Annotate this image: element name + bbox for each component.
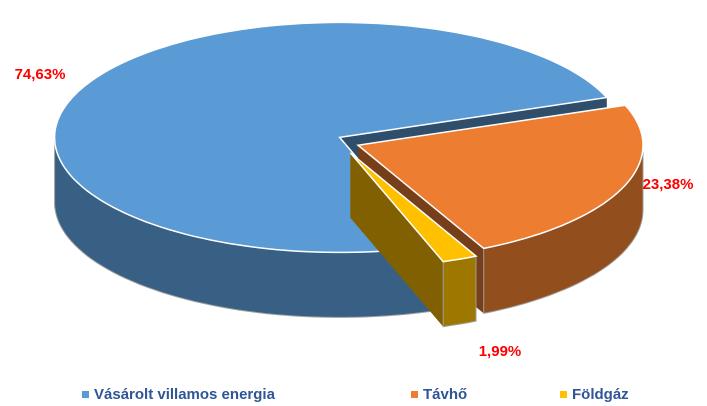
legend-label: Távhő <box>423 386 467 403</box>
legend-swatch <box>560 391 567 398</box>
slice-wall <box>350 152 444 327</box>
legend-label: Vásárolt villamos energia <box>94 386 276 403</box>
slice-top <box>356 104 644 250</box>
data-label: 23,38% <box>643 176 694 193</box>
data-label: 1,99% <box>479 343 522 360</box>
legend-label: Földgáz <box>572 386 629 403</box>
slice <box>349 152 478 328</box>
slice-side <box>442 255 477 328</box>
legend-swatch <box>411 391 418 398</box>
slice-top <box>349 152 478 263</box>
data-label: 74,63% <box>15 66 66 83</box>
legend-swatch <box>82 391 89 398</box>
slice-top <box>53 21 609 254</box>
